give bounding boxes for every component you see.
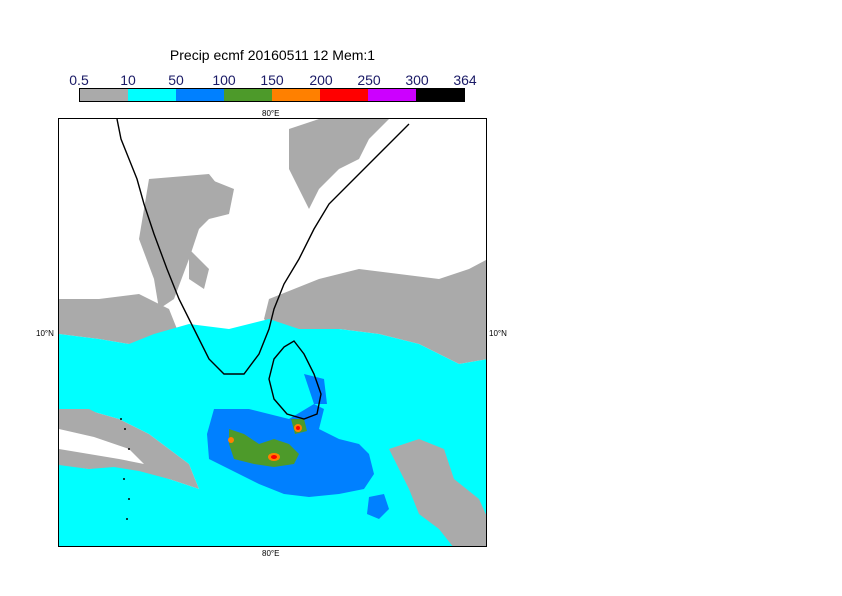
legend-label: 100	[212, 72, 236, 88]
legend-swatch	[320, 89, 368, 101]
lon-label-bottom: 80°E	[262, 549, 280, 558]
coastlines	[116, 119, 410, 420]
legend-swatch	[224, 89, 272, 101]
land-white-gulf	[59, 429, 144, 464]
precip-high-layer	[228, 424, 302, 461]
lon-label-top: 80°E	[262, 109, 280, 118]
legend-label: 150	[260, 72, 284, 88]
precip-map	[59, 119, 486, 546]
legend-swatch	[176, 89, 224, 101]
lat-label-right: 10°N	[489, 329, 507, 338]
legend-swatch	[80, 89, 128, 101]
precip-gray-southwest	[59, 409, 194, 484]
legend-label: 250	[357, 72, 381, 88]
islands	[120, 418, 130, 520]
map-title: Precip ecmf 20160511 12 Mem:1	[169, 47, 376, 63]
map-frame	[58, 118, 487, 547]
legend-label: 50	[168, 72, 184, 88]
precip-gray-east	[389, 439, 486, 546]
legend-swatch	[416, 89, 464, 101]
legend-label: 0.5	[69, 72, 89, 88]
lat-label-left: 10°N	[36, 329, 54, 338]
legend-colorbar	[79, 88, 465, 102]
legend-swatch	[128, 89, 176, 101]
legend-label: 364	[453, 72, 477, 88]
legend-label: 10	[120, 72, 136, 88]
legend-swatch	[272, 89, 320, 101]
legend-label: 200	[309, 72, 333, 88]
legend-labels: 0.5 10 50 100 150 200 250 300 364	[60, 72, 490, 88]
legend-swatch	[368, 89, 416, 101]
legend-label: 300	[405, 72, 429, 88]
